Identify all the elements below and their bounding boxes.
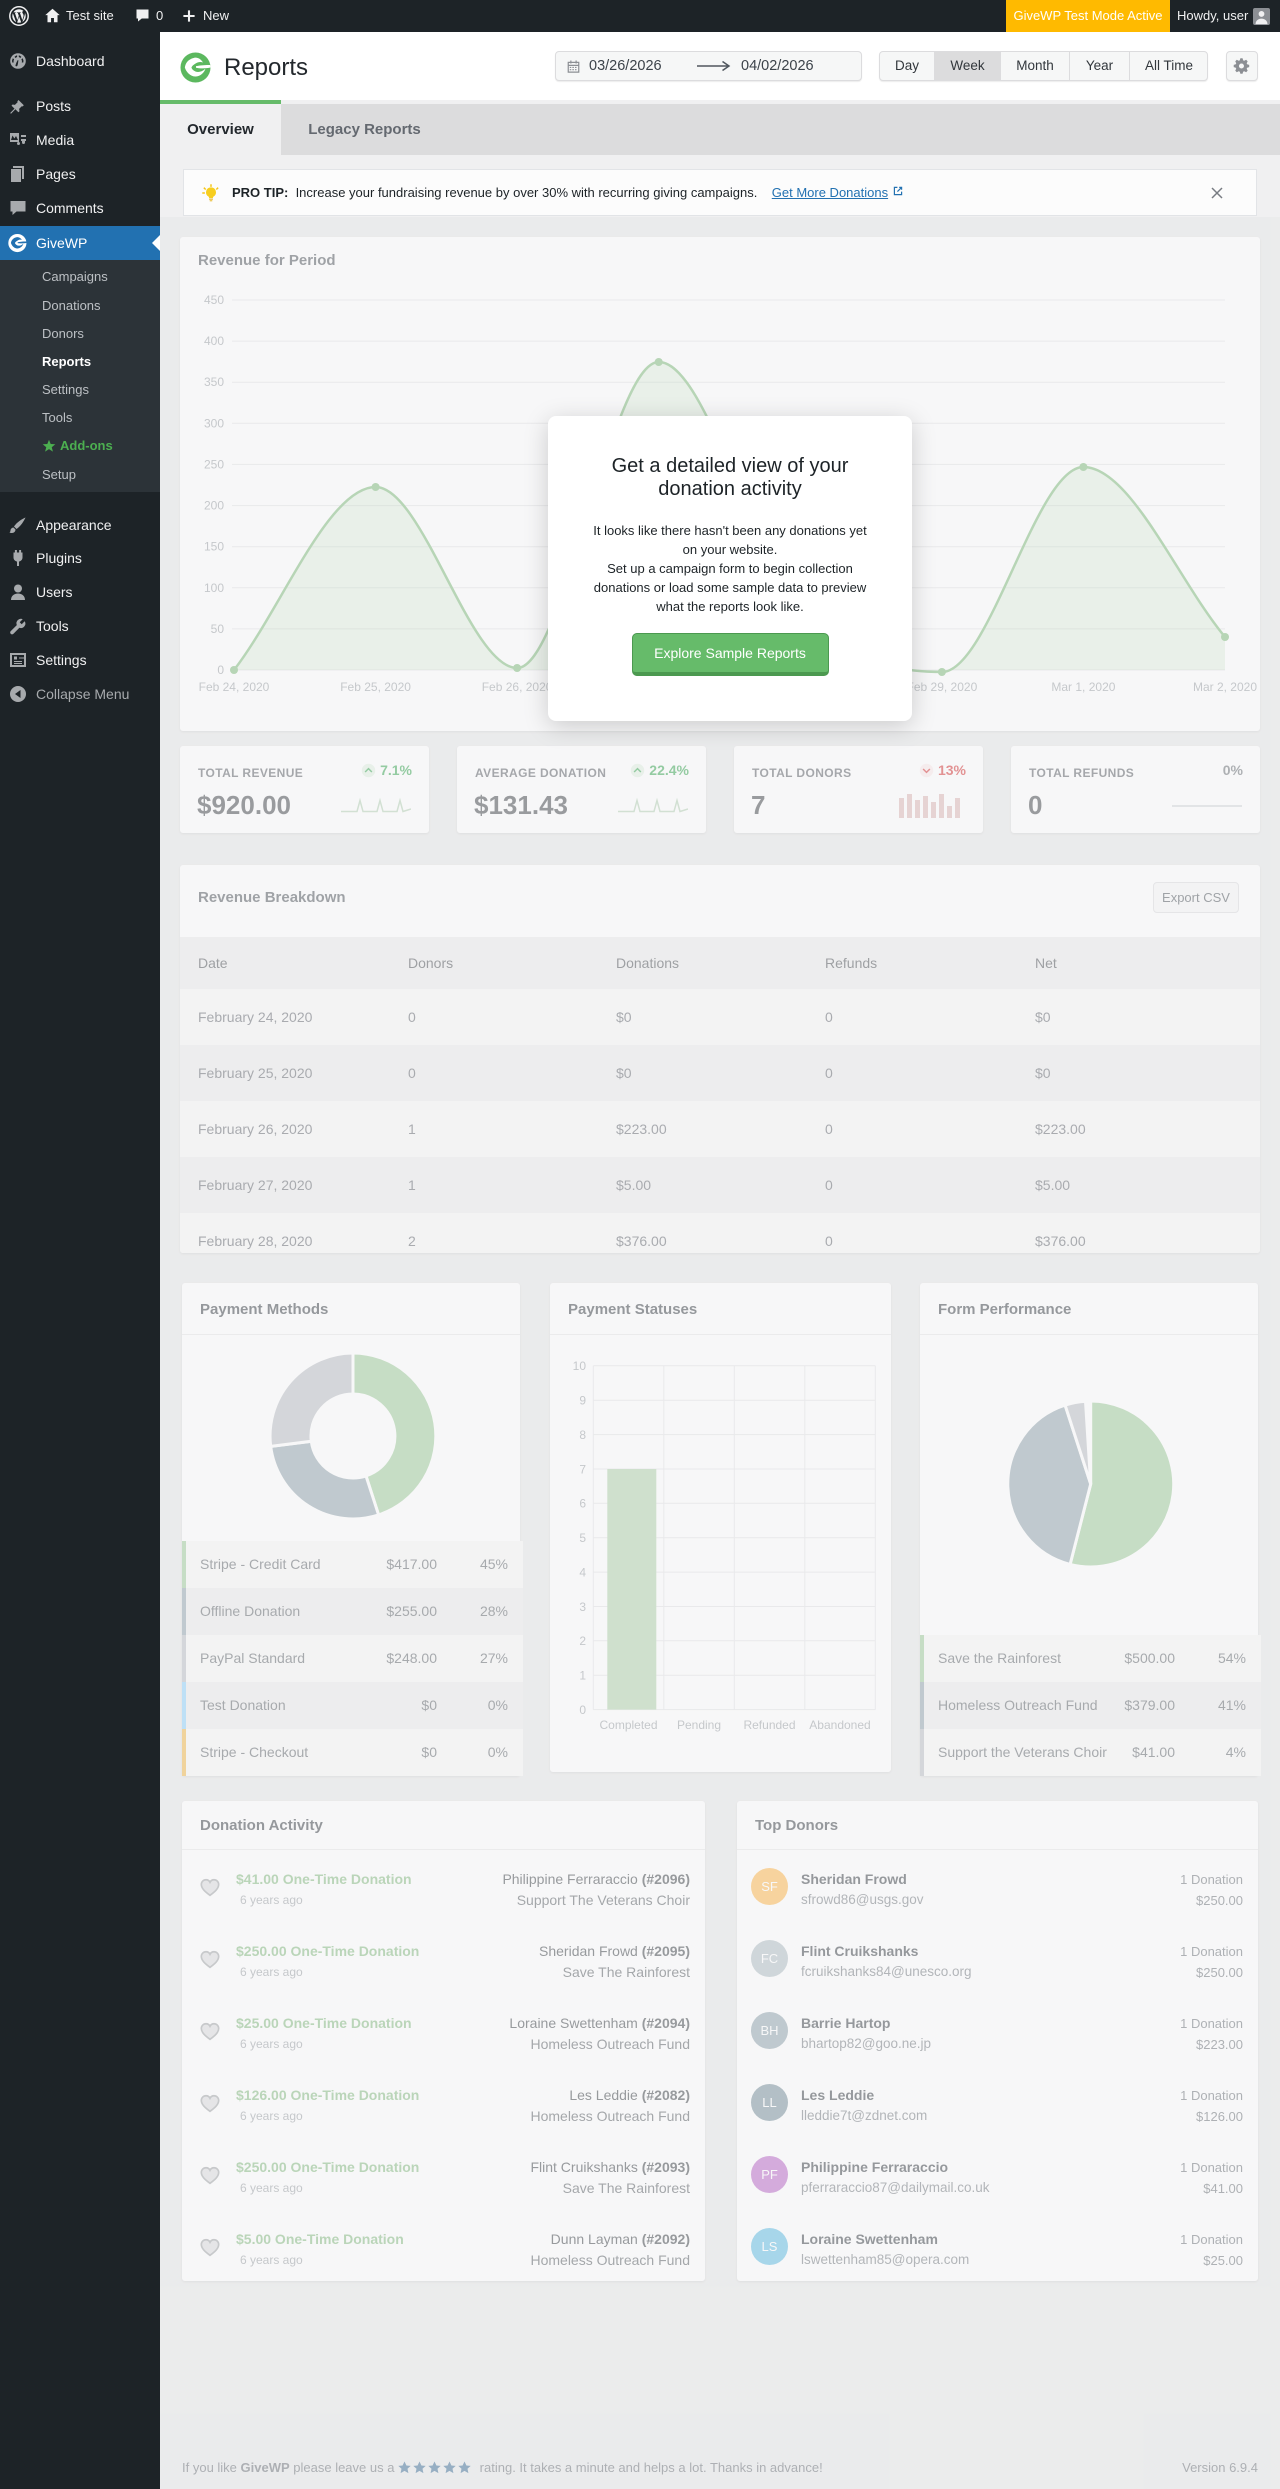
svg-text:450: 450 xyxy=(204,293,224,307)
svg-text:9: 9 xyxy=(579,1394,586,1408)
svg-text:3: 3 xyxy=(579,1600,586,1614)
svg-text:Mar 1, 2020: Mar 1, 2020 xyxy=(1051,680,1115,694)
svg-text:10: 10 xyxy=(573,1359,587,1373)
svg-text:400: 400 xyxy=(204,334,224,348)
svg-text:300: 300 xyxy=(204,416,224,430)
svg-text:Feb 26, 2020: Feb 26, 2020 xyxy=(482,680,553,694)
svg-text:4: 4 xyxy=(579,1566,586,1580)
svg-text:0: 0 xyxy=(579,1703,586,1717)
svg-text:Feb 29, 2020: Feb 29, 2020 xyxy=(907,680,978,694)
svg-text:250: 250 xyxy=(204,457,224,471)
svg-text:350: 350 xyxy=(204,375,224,389)
svg-text:Feb 25, 2020: Feb 25, 2020 xyxy=(340,680,411,694)
svg-text:Mar 2, 2020: Mar 2, 2020 xyxy=(1193,680,1257,694)
svg-text:100: 100 xyxy=(204,581,224,595)
svg-text:Feb 24, 2020: Feb 24, 2020 xyxy=(199,680,270,694)
svg-text:5: 5 xyxy=(579,1531,586,1545)
svg-text:6: 6 xyxy=(579,1497,586,1511)
svg-text:0: 0 xyxy=(217,663,224,677)
svg-text:1: 1 xyxy=(579,1669,586,1683)
svg-text:2: 2 xyxy=(579,1634,586,1648)
svg-text:50: 50 xyxy=(211,622,225,636)
svg-text:8: 8 xyxy=(579,1428,586,1442)
svg-text:Refunded: Refunded xyxy=(743,1718,795,1732)
svg-text:150: 150 xyxy=(204,540,224,554)
svg-text:Completed: Completed xyxy=(599,1718,657,1732)
svg-text:200: 200 xyxy=(204,499,224,513)
svg-text:Pending: Pending xyxy=(677,1718,721,1732)
svg-text:7: 7 xyxy=(579,1462,586,1476)
svg-text:Abandoned: Abandoned xyxy=(809,1718,870,1732)
